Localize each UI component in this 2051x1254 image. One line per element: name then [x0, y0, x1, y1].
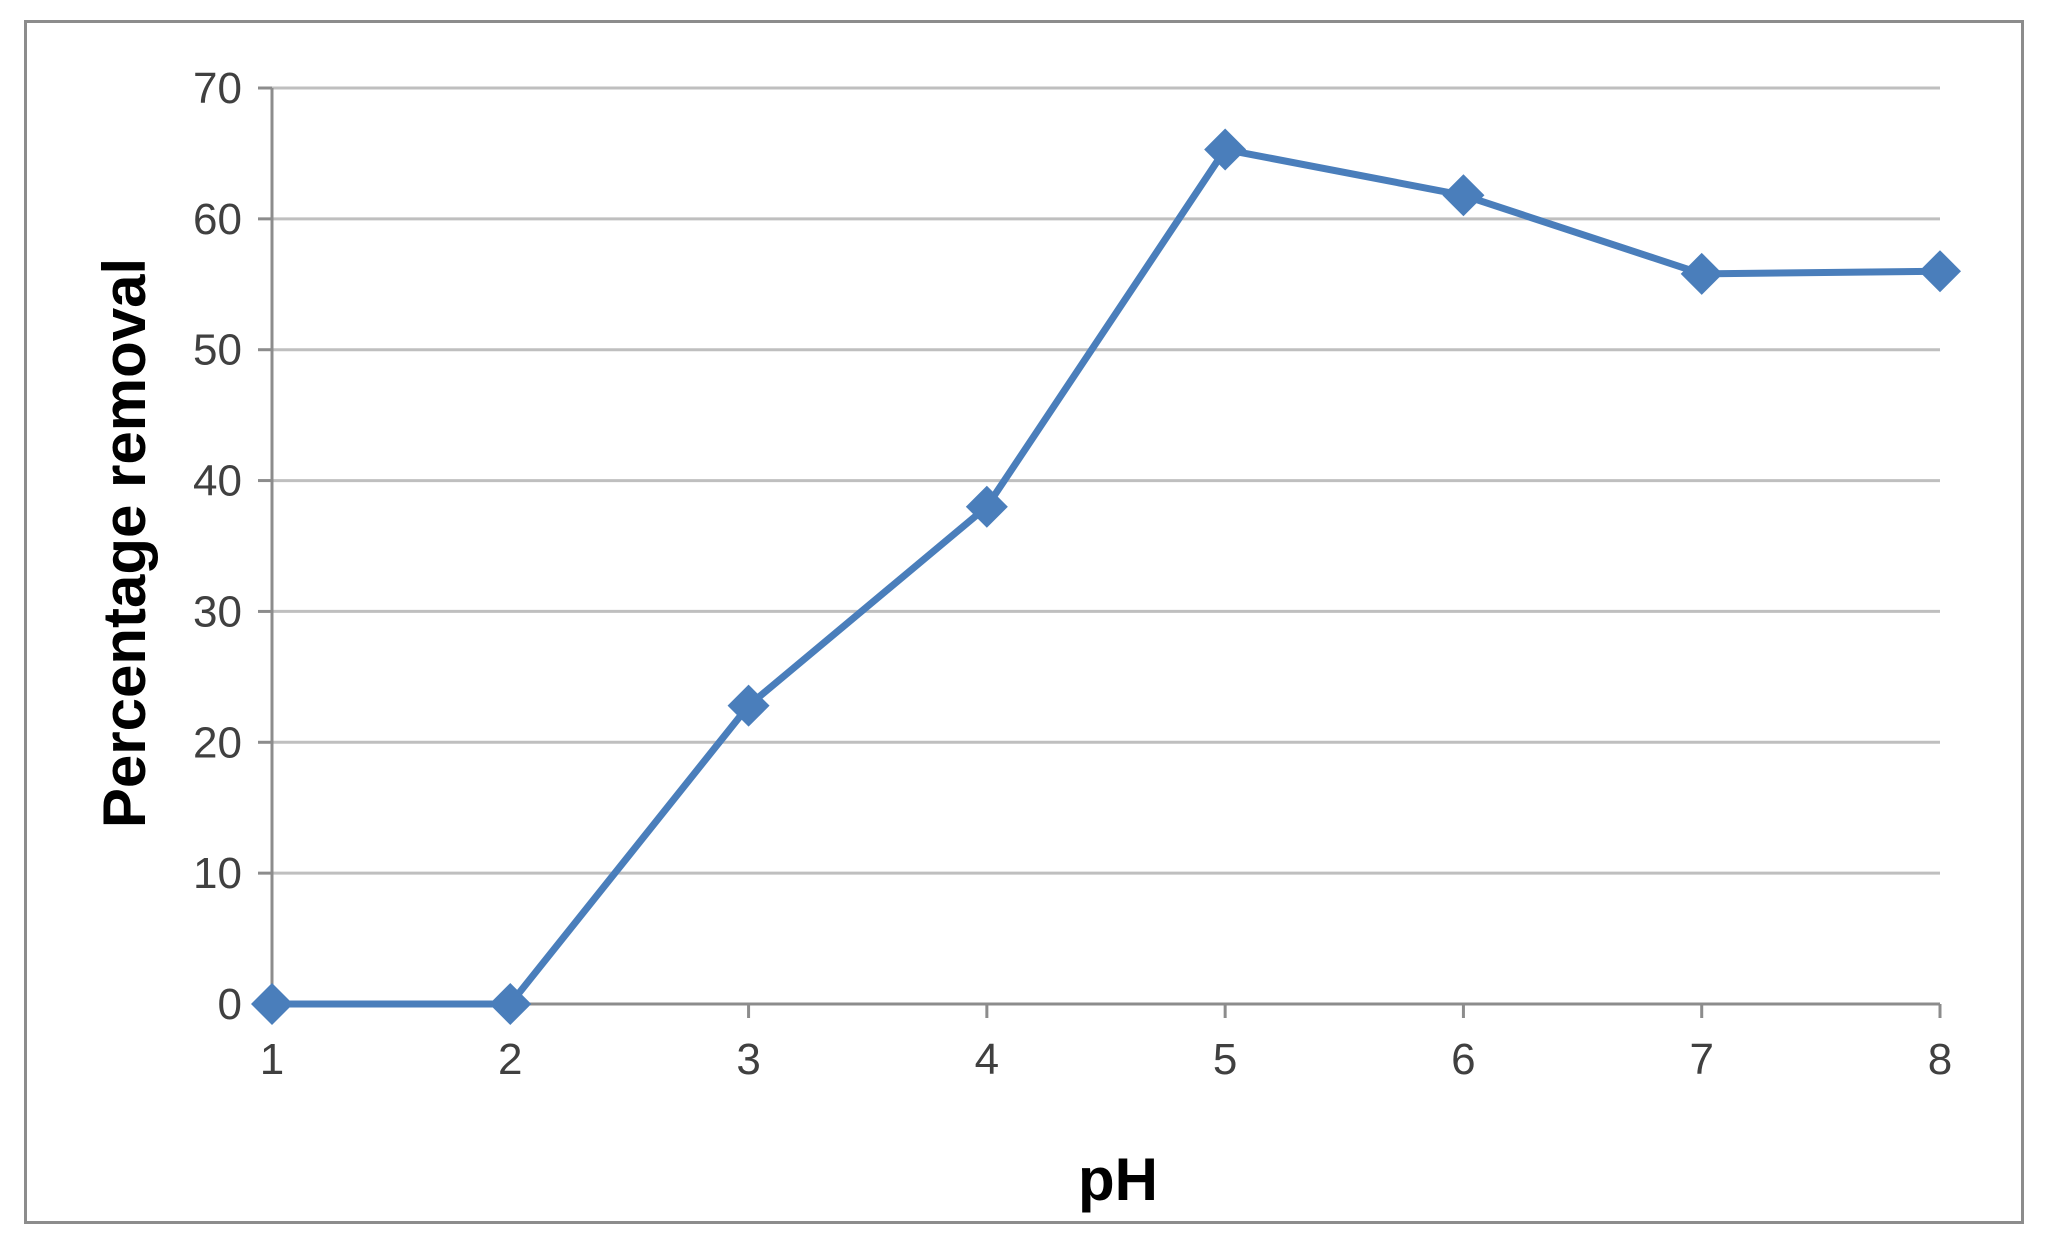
x-tick-labels: 1 2 3 4 5 6 7 8 [260, 1035, 1952, 1084]
series [251, 128, 1961, 1025]
axes [258, 86, 1942, 1018]
y-tick-label: 10 [193, 849, 242, 898]
data-point-diamond [1442, 174, 1485, 217]
x-tick-label: 7 [1689, 1035, 1713, 1084]
data-point-diamond [727, 684, 770, 727]
x-tick-label: 2 [498, 1035, 522, 1084]
y-axis-title: Percentage removal [91, 258, 158, 828]
y-tick-label: 20 [193, 718, 242, 767]
data-point-diamond [251, 983, 293, 1025]
x-axis-title: pH [1078, 1146, 1158, 1213]
x-tick-label: 3 [736, 1035, 760, 1084]
y-tick-label: 70 [193, 64, 242, 113]
x-tick-label: 8 [1928, 1035, 1952, 1084]
y-tick-label: 40 [193, 457, 242, 506]
data-point-diamond [1919, 250, 1961, 293]
x-tick-label: 1 [260, 1035, 284, 1084]
data-point-diamond [965, 485, 1008, 528]
data-point-diamond [489, 983, 532, 1025]
data-point-diamond [1680, 252, 1723, 295]
y-tick-label: 50 [193, 326, 242, 375]
series-line [272, 146, 1941, 1008]
y-tick-label: 30 [193, 587, 242, 636]
x-tick-label: 4 [975, 1035, 999, 1084]
data-point-diamond [1204, 128, 1247, 171]
chart-frame [24, 20, 2024, 1224]
gridlines [272, 86, 1940, 875]
x-tick-label: 6 [1451, 1035, 1475, 1084]
y-tick-labels: 0 10 20 30 40 50 60 70 [193, 64, 242, 1029]
x-tick-label: 5 [1213, 1035, 1237, 1084]
y-tick-label: 0 [218, 980, 242, 1029]
y-tick-label: 60 [193, 195, 242, 244]
